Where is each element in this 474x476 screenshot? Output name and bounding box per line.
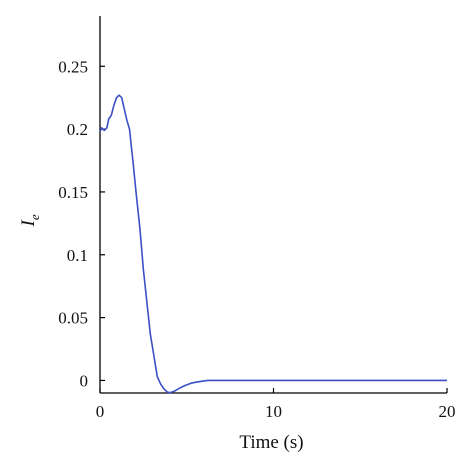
y-axis-label: Ie <box>18 214 42 227</box>
y-tick-label: 0.2 <box>67 120 88 139</box>
x-axis-ticks: 0 10 20 <box>96 388 456 421</box>
y-tick-label: 0.05 <box>58 309 88 328</box>
x-tick-label: 0 <box>96 402 105 421</box>
series-line <box>99 94 447 394</box>
x-axis-label: Time (s) <box>239 432 303 453</box>
y-axis-label-subscript: e <box>27 214 42 220</box>
x-tick-label: 20 <box>439 402 456 421</box>
series-group <box>99 94 447 394</box>
y-tick-label: 0 <box>80 371 89 390</box>
y-axis-label-main: I <box>18 219 39 228</box>
x-tick-label: 10 <box>265 402 282 421</box>
y-tick-label: 0.25 <box>58 57 88 76</box>
y-tick-label: 0.1 <box>67 246 88 265</box>
y-tick-label: 0.15 <box>58 183 88 202</box>
y-axis-ticks: 0 0.05 0.1 0.15 0.2 0.25 <box>58 57 105 390</box>
